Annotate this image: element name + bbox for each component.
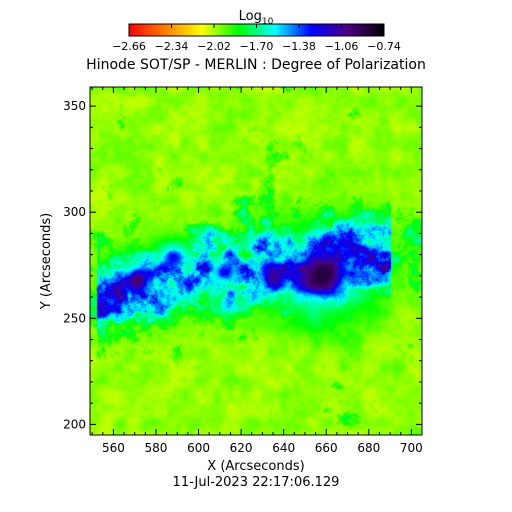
y-axis: 200 250 300 350	[63, 99, 422, 431]
colorbar-label-sub: 10	[262, 17, 274, 27]
x-tick-label: 580	[145, 441, 168, 455]
x-axis-label: X (Arcseconds)	[207, 459, 304, 474]
x-axis: 560 580 600 620 640 660 680 700	[91, 87, 423, 455]
colorbar-tick-label: −1.38	[282, 40, 316, 53]
x-tick-label: 640	[272, 441, 295, 455]
colorbar-label: Log10	[239, 9, 274, 27]
y-axis-label: Y (Arcseconds)	[39, 213, 54, 310]
colorbar-ticks: −2.66 −2.34 −2.02 −1.70 −1.38 −1.06 −0.74	[112, 24, 401, 53]
colorbar-tick-label: −2.34	[155, 40, 189, 53]
colorbar-label-base: Log	[239, 9, 262, 24]
y-tick-label: 250	[63, 311, 86, 325]
y-tick-label: 300	[63, 205, 86, 219]
colorbar: Log10 −2.66 −2.34 −2.02 −1.70 −1.38 −1.06 −0.7…	[112, 9, 401, 53]
colorbar-tick-label: −2.66	[112, 40, 146, 53]
colorbar-tick-label: −0.74	[367, 40, 401, 53]
chart-title: Hinode SOT/SP - MERLIN : Degree of Polar…	[86, 57, 426, 73]
y-tick-label: 200	[63, 417, 86, 431]
x-tick-label: 620	[230, 441, 253, 455]
timestamp: 11-Jul-2023 22:17:06.129	[173, 475, 340, 490]
x-tick-label: 700	[400, 441, 423, 455]
x-tick-label: 660	[315, 441, 338, 455]
heatmap	[89, 86, 423, 436]
plot-frame	[89, 86, 423, 436]
y-tick-label: 350	[63, 99, 86, 113]
x-tick-label: 680	[357, 441, 380, 455]
colorbar-tick-label: −1.70	[240, 40, 274, 53]
x-tick-label: 600	[187, 441, 210, 455]
heatmap-image	[90, 87, 422, 435]
colorbar-tick-label: −2.02	[197, 40, 231, 53]
colorbar-tick-label: −1.06	[325, 40, 359, 53]
x-tick-label: 560	[102, 441, 125, 455]
